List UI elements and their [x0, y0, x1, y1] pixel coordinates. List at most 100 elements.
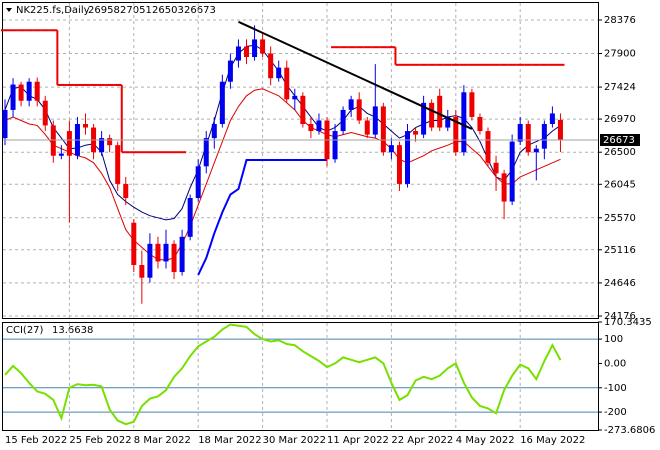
- y-tick-label: 0.00: [604, 358, 626, 369]
- candle-body: [187, 198, 193, 237]
- cci-line: [4, 323, 562, 426]
- candle-body: [179, 236, 185, 273]
- price-box: [600, 134, 640, 147]
- candle-body: [42, 100, 48, 126]
- candle-body: [235, 46, 241, 61]
- candle-body: [66, 131, 72, 156]
- candle-body: [34, 81, 40, 101]
- candle-body: [139, 264, 145, 278]
- candle-body: [517, 124, 523, 142]
- candle-body: [477, 116, 483, 132]
- candle-body: [413, 131, 419, 135]
- y-tick-label: 27424: [604, 82, 636, 93]
- x-tick-label: 25 Feb 2022: [69, 435, 131, 446]
- y-tick-label: 170.3435: [604, 317, 652, 328]
- trendline: [238, 20, 473, 130]
- candle-body: [557, 119, 563, 141]
- candle-body: [10, 84, 16, 110]
- y-tick-label: 25570: [604, 213, 636, 224]
- candle-body: [501, 173, 507, 202]
- x-tick-label: 30 Mar 2022: [263, 435, 326, 446]
- candle-body: [131, 222, 137, 265]
- y-tick-label: -100: [604, 383, 627, 394]
- candle-body: [533, 148, 539, 153]
- candle-body: [340, 109, 346, 132]
- y-tick-label: 24176: [604, 311, 636, 322]
- candle-body: [107, 138, 113, 146]
- open: 26958: [88, 5, 120, 16]
- candle-body: [123, 183, 129, 199]
- candle-body: [445, 116, 451, 128]
- candle-body: [284, 67, 290, 100]
- low: 26503: [152, 5, 184, 16]
- candle-body: [163, 243, 169, 262]
- candle-body: [155, 243, 161, 262]
- candle-body: [211, 124, 217, 139]
- x-tick-label: 11 Apr 2022: [327, 435, 389, 446]
- candle-body: [50, 125, 56, 156]
- candle-body: [260, 39, 266, 54]
- price-label: 26673: [603, 135, 635, 146]
- y-tick-label: 28376: [604, 15, 636, 26]
- candle-body: [292, 95, 298, 100]
- x-tick-label: 22 Apr 2022: [391, 435, 453, 446]
- high: 27051: [120, 5, 152, 16]
- x-tick-label: 8 Mar 2022: [134, 435, 191, 446]
- candle-body: [485, 131, 491, 163]
- y-tick-label: 24646: [604, 278, 636, 289]
- header-arrow: [6, 8, 12, 12]
- candle-body: [493, 162, 499, 174]
- candle-body: [316, 120, 322, 132]
- indicator-line: [4, 88, 561, 261]
- candle-body: [525, 124, 531, 153]
- header: NK225.fs,Daily 26958 27051 26503 26673: [6, 5, 216, 16]
- candle-body: [541, 124, 547, 149]
- candle-body: [252, 39, 258, 58]
- candle-body: [268, 53, 274, 79]
- candle-body: [195, 166, 201, 199]
- candle-body: [380, 106, 386, 153]
- y-tick-label: 27900: [604, 49, 636, 60]
- candle-body: [115, 145, 121, 184]
- candle-body: [461, 92, 467, 153]
- candle-body: [171, 243, 177, 273]
- candle-body: [308, 124, 314, 132]
- x-tick-label: 18 Mar 2022: [198, 435, 261, 446]
- candle-body: [147, 243, 153, 278]
- candle-body: [99, 138, 105, 153]
- candle-body: [549, 113, 555, 125]
- candle-body: [405, 131, 410, 184]
- candle-body: [509, 141, 515, 202]
- candle-body: [469, 92, 475, 117]
- candle-body: [356, 99, 362, 121]
- candle-body: [300, 95, 306, 125]
- candle-body: [83, 124, 88, 128]
- y-tick-label: 26970: [604, 114, 636, 125]
- candle-body: [18, 84, 24, 101]
- y-tick-label: -273.6806: [604, 425, 655, 436]
- candle-body: [421, 102, 427, 135]
- candle-body: [2, 109, 8, 139]
- candle-body: [26, 81, 32, 101]
- symbol: NK225.fs,Daily: [16, 5, 90, 16]
- candle-body: [332, 131, 338, 160]
- candle-body: [219, 81, 225, 125]
- y-tick-label: 26500: [604, 147, 636, 158]
- candle-body: [364, 120, 370, 135]
- candle-body: [276, 67, 282, 79]
- x-tick-label: 4 May 2022: [456, 435, 515, 446]
- candle-body: [429, 102, 435, 128]
- candle-body: [58, 153, 64, 156]
- candle-body: [227, 60, 233, 82]
- indicator-line: [197, 159, 327, 276]
- candle-body: [348, 99, 354, 110]
- candle-body: [203, 138, 209, 167]
- candle-body: [372, 106, 378, 135]
- indicator-line: [4, 44, 561, 221]
- cci-value: 13.6638: [52, 325, 93, 336]
- candle-body: [388, 145, 394, 153]
- y-tick-label: 25116: [604, 245, 636, 256]
- y-tick-label: 26045: [604, 179, 636, 190]
- candle-body: [244, 46, 249, 58]
